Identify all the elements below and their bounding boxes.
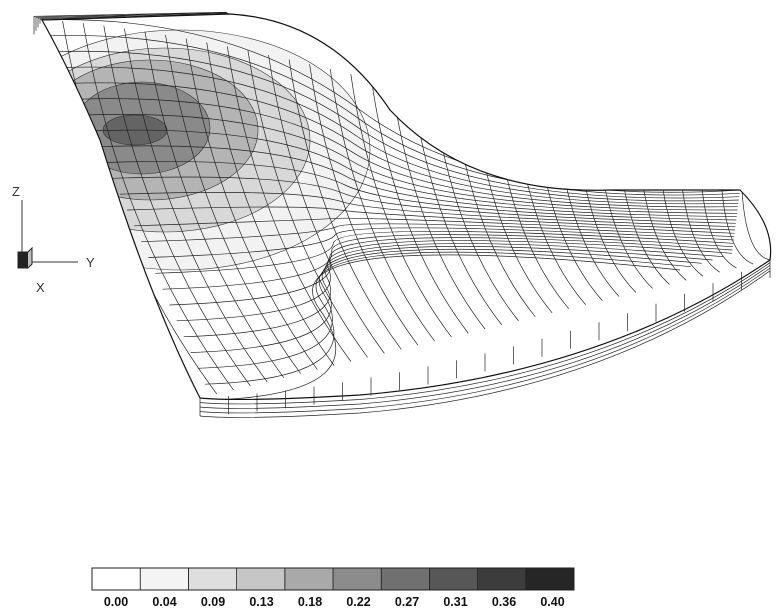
legend-tick-label: 0.27 — [395, 595, 419, 609]
thickness-layer — [33, 11, 227, 35]
legend-tick-label: 0.09 — [201, 595, 225, 609]
mesh-line-u — [204, 251, 691, 385]
legend-swatch — [428, 567, 478, 591]
mesh-grid — [42, 19, 771, 400]
mesh-line-v — [226, 46, 352, 362]
mesh-line-u — [134, 217, 735, 234]
shell-outline — [40, 13, 772, 401]
mesh-line-v — [371, 79, 469, 334]
legend-swatch — [139, 567, 189, 591]
triad-cube-front — [18, 252, 28, 268]
mesh-line-u — [98, 145, 737, 218]
y-axis-label: Y — [86, 255, 95, 270]
mesh-line-v — [350, 74, 452, 338]
mesh-line-u — [91, 129, 738, 214]
mesh-line-u — [56, 50, 740, 199]
color-legend: 0.00 0.04 0.09 0.13 0.18 0.22 0.27 0.31 0.36 0.40 — [91, 567, 575, 609]
legend-tick-label: 0.31 — [443, 595, 467, 609]
thickness-layer — [199, 267, 771, 414]
mesh-line-u — [70, 82, 739, 205]
mesh-line-u — [211, 254, 681, 400]
legend-frame — [91, 567, 575, 591]
mesh-line-u — [105, 161, 737, 221]
mesh-line-u — [183, 243, 724, 338]
shell-thickness — [33, 11, 771, 418]
mesh-line-v — [721, 182, 754, 265]
mesh-line-v — [82, 23, 234, 391]
legend-tick-label: 0.22 — [346, 595, 370, 609]
legend-tick-label: 0.04 — [152, 595, 176, 609]
mesh-line-u — [126, 206, 736, 231]
mesh-line-v — [288, 59, 402, 350]
legend-swatch — [332, 567, 382, 591]
mesh-line-v — [103, 25, 251, 387]
mesh-line-v — [329, 69, 435, 342]
mesh-line-u — [112, 176, 736, 224]
thickness-layer — [199, 262, 771, 405]
mesh-line-u — [155, 230, 734, 274]
x-axis-label: X — [36, 280, 45, 295]
mesh-line-v — [391, 84, 486, 330]
thickness-layer — [39, 13, 230, 24]
mesh-line-u — [162, 234, 733, 290]
mesh-line-v — [741, 189, 771, 261]
mesh-line-u — [141, 223, 735, 243]
mesh-line-v — [700, 176, 737, 269]
mesh-line-v — [124, 28, 268, 383]
legend-swatch — [477, 567, 527, 591]
mesh-line-v — [206, 42, 335, 366]
mesh-surface — [33, 11, 772, 418]
legend-swatch — [236, 567, 286, 591]
mesh-line-v — [247, 50, 368, 358]
legend-swatch — [380, 567, 430, 591]
z-axis-label: Z — [12, 184, 20, 199]
axis-triad: Z Y X — [12, 184, 95, 295]
legend-swatch — [187, 567, 237, 591]
thickness-layer — [199, 265, 771, 409]
thickness-layer — [37, 12, 229, 28]
legend-tick-label: 0.18 — [298, 595, 322, 609]
mesh-line-u — [176, 240, 733, 322]
thickness-layer — [199, 270, 771, 418]
mesh-line-v — [165, 34, 301, 374]
mesh-line-u — [119, 192, 736, 228]
legend-swatch — [525, 567, 575, 591]
legend-tick-label: 0.00 — [104, 595, 128, 609]
mesh-line-v — [268, 54, 385, 354]
legend-swatch — [284, 567, 334, 591]
mesh-line-u — [84, 114, 738, 211]
legend-tick-label: 0.40 — [540, 595, 564, 609]
mesh-line-v — [185, 38, 318, 370]
legend-tick-label: 0.36 — [492, 595, 516, 609]
mesh-line-u — [148, 227, 734, 258]
mesh-line-v — [144, 31, 285, 378]
thickness-layer — [35, 12, 228, 31]
mesh-line-u — [63, 66, 739, 202]
contour-regions — [42, 29, 371, 271]
mesh-line-u — [169, 237, 733, 306]
mesh-line-u — [77, 98, 738, 208]
legend-tick-label: 0.13 — [249, 595, 273, 609]
mesh-line-v — [309, 64, 419, 346]
legend-swatch — [91, 567, 141, 591]
